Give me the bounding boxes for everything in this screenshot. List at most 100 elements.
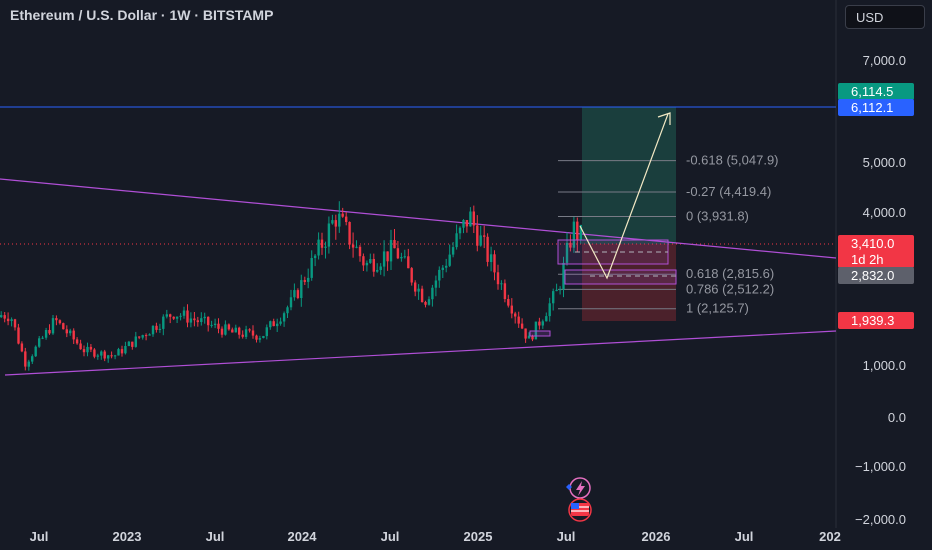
x-tick-label: Jul <box>735 529 754 544</box>
candle-body <box>234 327 237 333</box>
candle-body <box>10 319 13 321</box>
candle-body <box>93 349 96 357</box>
candle-body <box>358 246 362 257</box>
candle-body <box>117 349 120 356</box>
candle-body <box>348 222 351 245</box>
candle-body <box>555 289 558 292</box>
candle-body <box>31 356 34 362</box>
candle-body <box>220 328 224 335</box>
candlestick-series <box>0 201 582 371</box>
price-tag-target-high: 6,114.5 <box>838 83 914 100</box>
candle-body <box>258 338 262 340</box>
lightning-event-icon[interactable] <box>566 477 591 499</box>
candle-body <box>313 255 317 259</box>
candle-body <box>486 236 489 262</box>
fib-level-label: 1 (2,125.7) <box>686 301 749 316</box>
candle-body <box>62 323 65 330</box>
candle-body <box>317 239 320 256</box>
upper-trendline <box>0 178 837 259</box>
low-range-box <box>529 330 551 337</box>
candle-body <box>562 262 565 290</box>
price-tag-stop: 1,939.3 <box>838 312 914 329</box>
candle-body <box>541 321 544 326</box>
candle-body <box>382 251 386 267</box>
candle-body <box>576 221 579 240</box>
candle-body <box>165 314 168 317</box>
candle-body <box>279 321 282 324</box>
candle-body <box>75 339 79 344</box>
candle-body <box>510 305 513 314</box>
candle-body <box>355 246 358 248</box>
candle-body <box>210 324 213 326</box>
candle-body <box>269 321 272 328</box>
candle-body <box>414 282 417 292</box>
x-tick-label: Jul <box>381 529 400 544</box>
candle-body <box>13 319 17 328</box>
candle-body <box>127 341 131 346</box>
candle-body <box>386 251 389 262</box>
candle-body <box>465 220 469 227</box>
candle-body <box>496 272 500 285</box>
candle-body <box>151 325 155 335</box>
candle-body <box>217 323 220 329</box>
candle-body <box>100 351 103 356</box>
candle-body <box>434 280 438 288</box>
x-tick-label: 2025 <box>464 529 493 544</box>
candle-body <box>55 318 58 321</box>
y-tick-label: 1,000.0 <box>863 358 906 373</box>
candle-body <box>379 266 382 270</box>
candle-body <box>445 265 448 268</box>
candle-body <box>138 336 141 338</box>
candle-body <box>517 316 520 324</box>
price-tag-target-line-text: 6,112.1 <box>851 100 893 115</box>
candle-body <box>144 335 148 337</box>
us-flag-event-icon[interactable] <box>568 498 592 522</box>
candle-body <box>169 314 172 317</box>
candle-body <box>451 247 455 255</box>
candle-body <box>282 313 286 322</box>
long-position-loss-zone <box>582 244 676 321</box>
candle-body <box>172 316 175 319</box>
candle-body <box>393 240 396 249</box>
x-tick-label: 2026 <box>642 529 671 544</box>
candle-body <box>6 318 10 322</box>
candle-body <box>203 316 206 319</box>
candle-body <box>207 316 210 326</box>
candle-body <box>572 221 576 248</box>
y-tick-label: 7,000.0 <box>863 53 906 68</box>
candle-body <box>148 334 151 336</box>
candle-body <box>120 349 124 354</box>
x-tick-label: Jul <box>30 529 49 544</box>
candle-body <box>341 213 344 217</box>
candle-body <box>455 233 458 248</box>
x-tick-label: Jul <box>557 529 576 544</box>
fib-level-label: 0.618 (2,815.6) <box>686 266 774 281</box>
candle-body <box>400 257 403 259</box>
candle-body <box>58 320 62 324</box>
price-tag-countdown-text: 1d 2h <box>851 252 884 267</box>
candle-body <box>0 315 3 318</box>
candle-body <box>44 330 48 338</box>
candle-body <box>27 361 30 367</box>
candle-body <box>89 346 93 350</box>
candle-body <box>213 323 217 325</box>
fib-level-label: -0.27 (4,419.4) <box>686 184 771 199</box>
candle-body <box>524 328 527 339</box>
currency-button[interactable]: USD <box>845 5 925 29</box>
candle-body <box>141 335 144 338</box>
price-tag-target-line: 6,112.1 <box>838 99 914 116</box>
candle-body <box>441 267 444 270</box>
candle-body <box>200 318 203 322</box>
candle-body <box>527 335 531 339</box>
candle-body <box>265 327 268 337</box>
candle-body <box>186 310 189 323</box>
candle-body <box>331 220 334 224</box>
candle-body <box>427 299 431 305</box>
candle-body <box>334 220 337 227</box>
candle-body <box>182 310 186 316</box>
candle-body <box>489 254 493 262</box>
candle-body <box>407 256 410 269</box>
candle-body <box>238 327 241 335</box>
candle-body <box>503 283 507 299</box>
